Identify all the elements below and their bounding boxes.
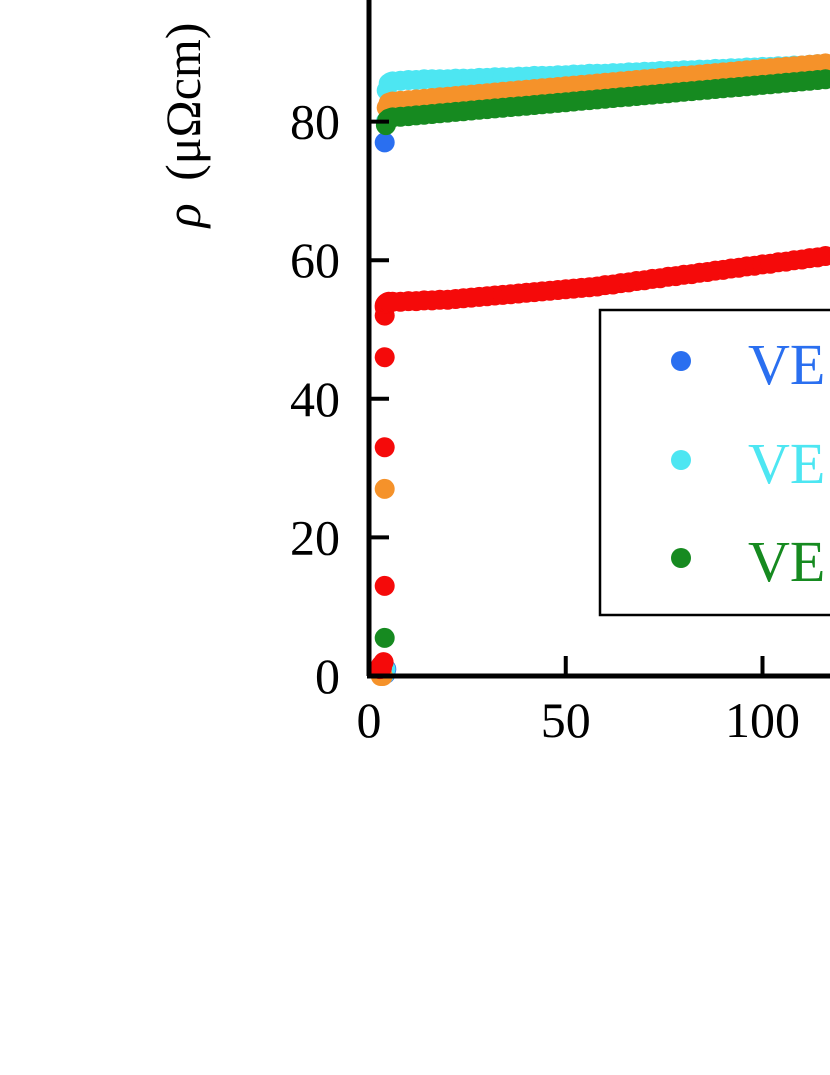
data-point xyxy=(815,69,830,90)
data-point xyxy=(374,627,395,648)
y-axis-label-unit: (μΩcm) xyxy=(155,23,211,181)
y-tick-label-40: 40 xyxy=(290,371,340,427)
legend-marker-3 xyxy=(671,548,691,568)
y-axis-label: ρ (μΩcm) xyxy=(155,23,211,230)
legend-marker-1 xyxy=(671,351,691,371)
legend-label-1: VE xyxy=(748,332,825,397)
y-tick-label-80: 80 xyxy=(290,94,340,150)
data-point xyxy=(374,347,395,368)
data-point xyxy=(374,437,395,458)
series-4 xyxy=(374,69,830,648)
plot-area xyxy=(370,53,830,686)
data-point xyxy=(374,575,395,596)
data-point xyxy=(815,53,830,74)
y-tick-label-20: 20 xyxy=(290,509,340,565)
y-axis-label-symbol: ρ xyxy=(155,203,211,229)
data-point xyxy=(374,478,395,499)
y-tick-label-60: 60 xyxy=(290,232,340,288)
data-point xyxy=(373,652,394,673)
data-point xyxy=(815,246,830,266)
legend: VE VE VE xyxy=(598,308,830,617)
svg-text:ρ (μΩcm): ρ (μΩcm) xyxy=(155,23,211,230)
x-tick-label-100: 100 xyxy=(725,692,800,748)
x-tick-label-0: 0 xyxy=(357,692,382,748)
legend-marker-2 xyxy=(671,450,691,470)
legend-label-3: VE xyxy=(748,529,825,594)
legend-box xyxy=(598,308,830,617)
legend-label-2: VE xyxy=(748,431,825,496)
data-point xyxy=(374,132,395,153)
series-5 xyxy=(370,246,830,680)
axis-ticks: 0 20 40 60 80 0 50 100 xyxy=(290,94,800,748)
y-tick-label-0: 0 xyxy=(315,648,340,704)
x-tick-label-50: 50 xyxy=(541,692,591,748)
